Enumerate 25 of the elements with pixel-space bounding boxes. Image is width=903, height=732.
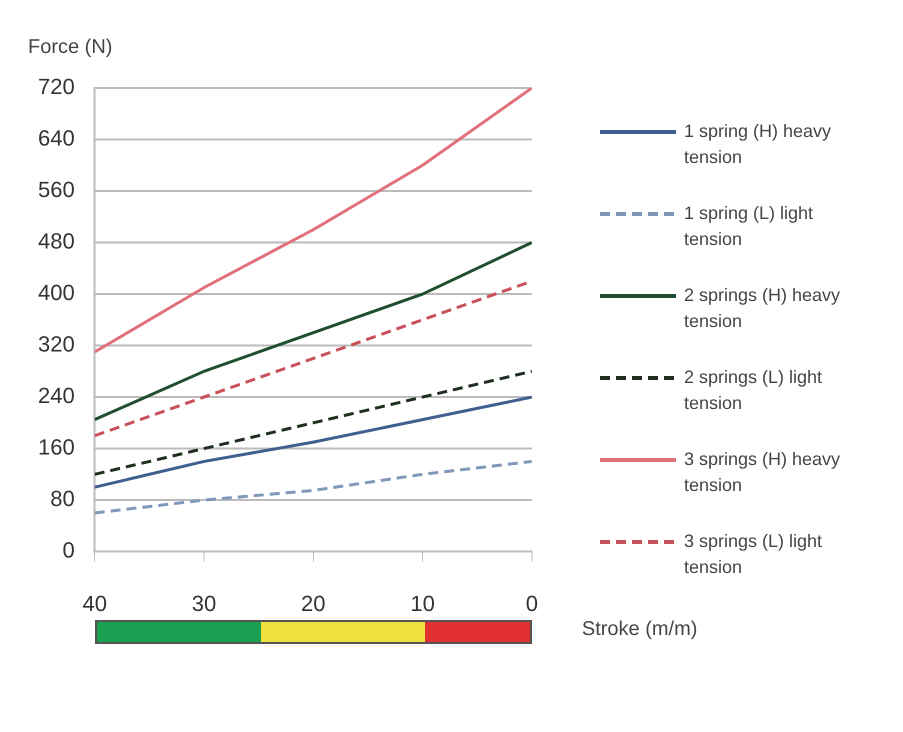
legend-label: 2 springs (H) heavy tension xyxy=(684,284,842,333)
legend-label: 2 springs (L) light tension xyxy=(684,366,824,415)
y-tick-label: 720 xyxy=(38,74,75,100)
legend-label: 3 springs (L) light tension xyxy=(684,530,824,579)
x-tick-label: 40 xyxy=(82,590,107,616)
y-tick-label: 400 xyxy=(38,280,75,306)
y-tick-label: 560 xyxy=(38,177,75,202)
y-tick-label: 0 xyxy=(62,538,75,563)
x-tick-label: 20 xyxy=(301,590,326,616)
y-tick-label: 80 xyxy=(50,486,75,512)
y-tick-label: 480 xyxy=(38,228,75,254)
legend-label: 3 springs (H) heavy tension xyxy=(684,448,842,497)
line-series xyxy=(94,460,532,514)
x-tick-label: 10 xyxy=(410,590,435,616)
x-axis-title: Stroke (m/m) xyxy=(582,618,698,641)
y-tick-label: 640 xyxy=(38,126,75,151)
y-axis-title: Force (N) xyxy=(28,36,112,59)
y-tick-label: 240 xyxy=(38,383,75,408)
line-series xyxy=(94,370,532,476)
legend-label: 1 spring (L) light tension xyxy=(684,202,814,251)
legend-label: 1 spring (H) heavy tension xyxy=(684,120,832,169)
x-tick-label: 30 xyxy=(192,590,216,616)
y-tick-label: 320 xyxy=(38,332,75,357)
y-tick-label: 160 xyxy=(38,434,75,460)
x-tick-label: 0 xyxy=(526,590,538,616)
